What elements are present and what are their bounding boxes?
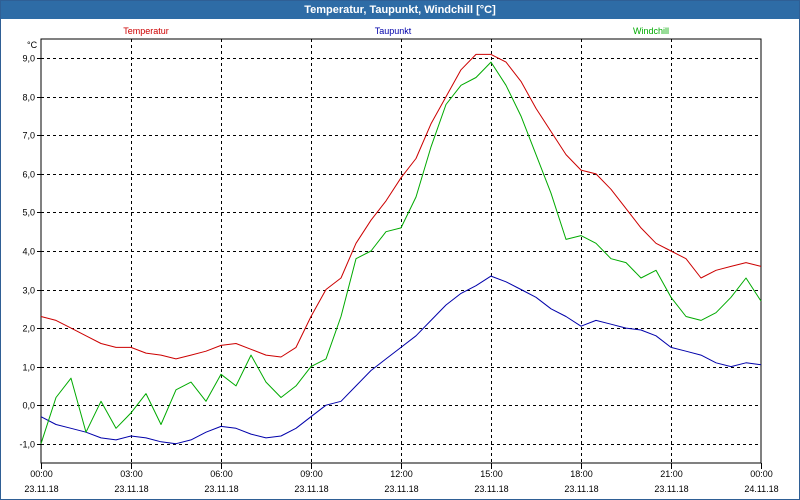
y-tick-label: 2,0 xyxy=(22,324,35,334)
y-tick-label: 7,0 xyxy=(22,131,35,141)
x-tick-date: 23.11.18 xyxy=(654,484,688,494)
y-tick-label: 8,0 xyxy=(22,93,35,103)
chart-area: -1,0 0,0 1,0 2,0 3,0 4,0 5,0 6,0 7,0 8,0 9,0 00:00 2… xyxy=(1,20,799,499)
y-tick-label: 0,0 xyxy=(22,401,35,411)
x-tick-time: 09:00 xyxy=(300,469,323,479)
x-tick-time: 00:00 xyxy=(30,469,53,479)
legend-windchill: Windchill xyxy=(633,26,669,36)
y-tick-label: 5,0 xyxy=(22,208,35,218)
window-title: Temperatur, Taupunkt, Windchill [°C] xyxy=(1,1,799,19)
x-tick-time: 12:00 xyxy=(390,469,413,479)
legend-taupunkt: Taupunkt xyxy=(375,26,412,36)
x-tick-date: 23.11.18 xyxy=(564,484,598,494)
x-tick-time: 03:00 xyxy=(120,469,143,479)
y-tick-label: -1,0 xyxy=(19,440,35,450)
y-tick-label: 9,0 xyxy=(22,54,35,64)
x-tick-date: 23.11.18 xyxy=(384,484,418,494)
x-tick-time: 21:00 xyxy=(660,469,683,479)
x-tick-time: 15:00 xyxy=(480,469,503,479)
y-tick-label: 1,0 xyxy=(22,363,35,373)
line-chart: -1,0 0,0 1,0 2,0 3,0 4,0 5,0 6,0 7,0 8,0 9,0 00:00 2… xyxy=(19,26,778,494)
x-tick-date: 24.11.18 xyxy=(744,484,778,494)
x-tick-time: 00:00 xyxy=(750,469,773,479)
x-tick-date: 23.11.18 xyxy=(24,484,58,494)
x-tick-time: 18:00 xyxy=(570,469,593,479)
y-axis-unit: °C xyxy=(27,40,38,50)
y-tick-label: 4,0 xyxy=(22,247,35,257)
legend-temperatur: Temperatur xyxy=(123,26,169,36)
series-line-taupunkt xyxy=(40,275,762,445)
y-tick-label: 3,0 xyxy=(22,286,35,296)
series-line-temperatur xyxy=(40,53,762,360)
x-tick-date: 23.11.18 xyxy=(294,484,328,494)
y-tick-label: 6,0 xyxy=(22,170,35,180)
x-tick-date: 23.11.18 xyxy=(114,484,148,494)
series-line-windchill xyxy=(40,61,762,444)
x-tick-date: 23.11.18 xyxy=(474,484,508,494)
x-tick-date: 23.11.18 xyxy=(204,484,238,494)
x-tick-time: 06:00 xyxy=(210,469,233,479)
